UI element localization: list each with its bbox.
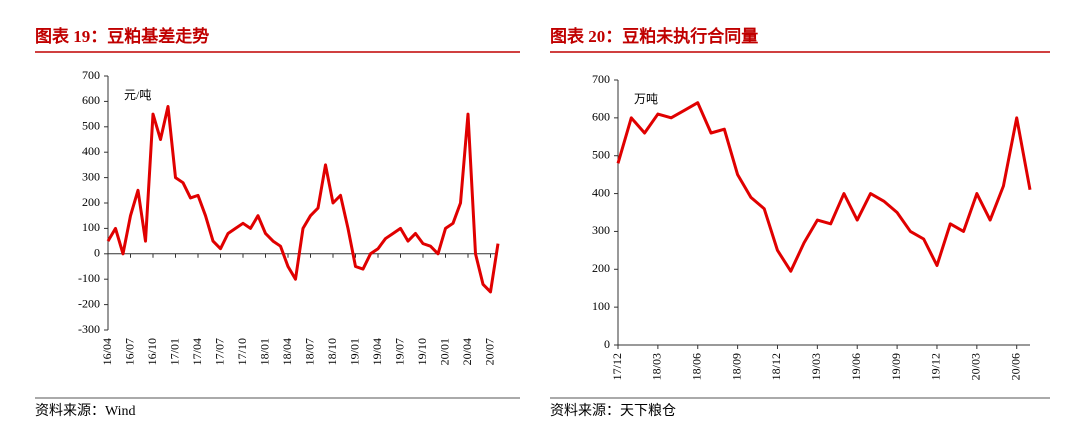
x-tick-label: 18/03: [650, 353, 664, 380]
x-tick-label: 19/09: [889, 353, 903, 380]
x-tick-label: 17/01: [167, 338, 181, 365]
y-tick-label: -100: [78, 271, 100, 285]
x-tick-label: 19/12: [929, 353, 943, 380]
x-tick-label: 20/03: [969, 353, 983, 380]
x-tick-label: 18/12: [769, 353, 783, 380]
y-tick-label: 300: [82, 169, 100, 183]
y-tick-label: 500: [82, 119, 100, 133]
y-tick-label: 200: [82, 195, 100, 209]
x-tick-label: 20/06: [1008, 353, 1022, 380]
unit-label: 元/吨: [124, 88, 151, 102]
chart-title: 图表 20：豆粕未执行合同量: [550, 26, 758, 46]
x-tick-label: 18/10: [325, 338, 339, 365]
x-tick-label: 17/04: [190, 338, 204, 365]
x-tick-label: 18/07: [302, 338, 316, 365]
y-tick-label: 100: [592, 299, 610, 313]
y-tick-label: 300: [592, 223, 610, 237]
y-tick-label: 700: [592, 72, 610, 86]
x-tick-label: 17/12: [610, 353, 624, 380]
x-tick-label: 20/07: [482, 338, 496, 365]
x-tick-label: 19/01: [347, 338, 361, 365]
y-tick-label: -300: [78, 322, 100, 336]
data-line: [106, 104, 500, 294]
source: 资料来源：天下粮仓: [550, 403, 676, 419]
x-tick-label: 17/10: [235, 338, 249, 365]
x-tick-label: 18/09: [729, 353, 743, 380]
y-tick-label: 500: [592, 147, 610, 161]
y-tick-label: 600: [592, 110, 610, 124]
x-tick-label: 18/06: [689, 353, 703, 380]
y-tick-label: -200: [78, 296, 100, 310]
unit-label: 万吨: [634, 92, 658, 106]
x-tick-label: 16/07: [122, 338, 136, 365]
y-tick-label: 100: [82, 220, 100, 234]
x-tick-label: 16/10: [145, 338, 159, 365]
x-tick-label: 17/07: [212, 338, 226, 365]
y-tick-label: 400: [82, 144, 100, 158]
y-tick-label: 200: [592, 261, 610, 275]
x-tick-label: 18/01: [257, 338, 271, 365]
y-tick-label: 0: [94, 246, 100, 260]
x-tick-label: 19/03: [809, 353, 823, 380]
x-tick-label: 16/04: [100, 338, 114, 365]
x-tick-label: 20/04: [460, 338, 474, 365]
x-tick-label: 19/07: [392, 338, 406, 365]
chart-title: 图表 19：豆粕基差走势: [35, 26, 209, 46]
y-tick-label: 400: [592, 185, 610, 199]
x-tick-label: 20/01: [437, 338, 451, 365]
y-tick-label: 0: [604, 337, 610, 351]
x-tick-label: 19/04: [370, 338, 384, 365]
y-tick-label: 600: [82, 93, 100, 107]
x-tick-label: 19/06: [849, 353, 863, 380]
y-tick-label: 700: [82, 68, 100, 82]
x-tick-label: 19/10: [415, 338, 429, 365]
x-tick-label: 18/04: [280, 338, 294, 365]
source: 资料来源：Wind: [35, 403, 136, 419]
data-line: [616, 101, 1032, 273]
